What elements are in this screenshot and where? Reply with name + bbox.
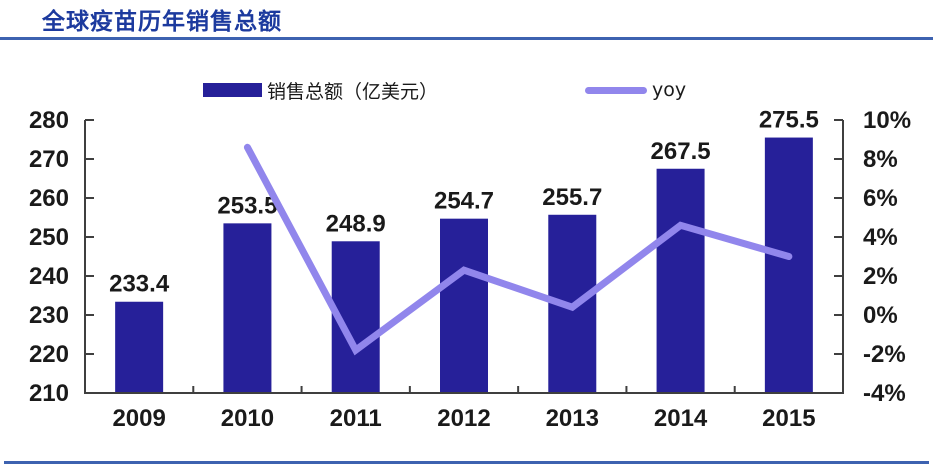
left-axis-label-260: 260 [29, 185, 69, 212]
x-axis-label-2012: 2012 [437, 405, 490, 432]
legend-label-sales: 销售总额（亿美元） [267, 80, 439, 103]
bottom-divider [4, 461, 929, 464]
top-divider [0, 37, 933, 40]
line-series-swatch [585, 86, 647, 94]
left-axis-label-220: 220 [29, 341, 69, 368]
x-axis-label-2009: 2009 [112, 405, 165, 432]
bar-value-label-2013: 255.7 [542, 184, 602, 211]
x-axis-label-2015: 2015 [762, 405, 815, 432]
left-axis-label-280: 280 [29, 107, 69, 134]
right-axis-label-10%: 10% [863, 107, 911, 134]
bar-value-label-2012: 254.7 [434, 188, 494, 215]
left-axis-label-270: 270 [29, 146, 69, 173]
x-axis-label-2014: 2014 [654, 405, 708, 432]
legend-item-yoy: yoy [585, 79, 687, 101]
bar-2014 [656, 168, 705, 393]
bar-value-label-2014: 267.5 [651, 138, 711, 165]
bar-series-swatch [203, 83, 262, 97]
legend-label-yoy: yoy [652, 79, 687, 101]
bar-2010 [223, 223, 272, 393]
right-axis-label-2%: 2% [863, 263, 898, 290]
bar-2009 [115, 301, 164, 393]
bar-value-label-2010: 253.5 [217, 192, 277, 219]
left-axis-label-250: 250 [29, 224, 69, 251]
left-axis-label-210: 210 [29, 380, 69, 407]
right-axis-label--2%: -2% [863, 341, 906, 368]
x-axis-label-2011: 2011 [330, 405, 382, 432]
right-axis-label--4%: -4% [863, 380, 906, 407]
x-axis-label-2010: 2010 [221, 405, 274, 432]
yoy-line [243, 143, 793, 356]
right-axis-label-8%: 8% [863, 146, 898, 173]
right-axis-label-6%: 6% [863, 185, 898, 212]
bar-value-label-2015: 275.5 [759, 107, 819, 134]
right-axis-label-0%: 0% [863, 302, 898, 329]
bar-value-label-2011: 248.9 [326, 210, 386, 237]
chart-title: 全球疫苗历年销售总额 [42, 9, 282, 35]
legend-item-sales: 销售总额（亿美元） [203, 80, 438, 103]
right-axis-label-4%: 4% [863, 224, 898, 251]
left-axis-label-240: 240 [29, 263, 69, 290]
bar-value-label-2009: 233.4 [109, 271, 170, 298]
x-axis-label-2013: 2013 [546, 405, 599, 432]
bar-2015 [764, 137, 813, 393]
left-axis-label-230: 230 [29, 302, 69, 329]
bar-2012 [440, 218, 488, 393]
